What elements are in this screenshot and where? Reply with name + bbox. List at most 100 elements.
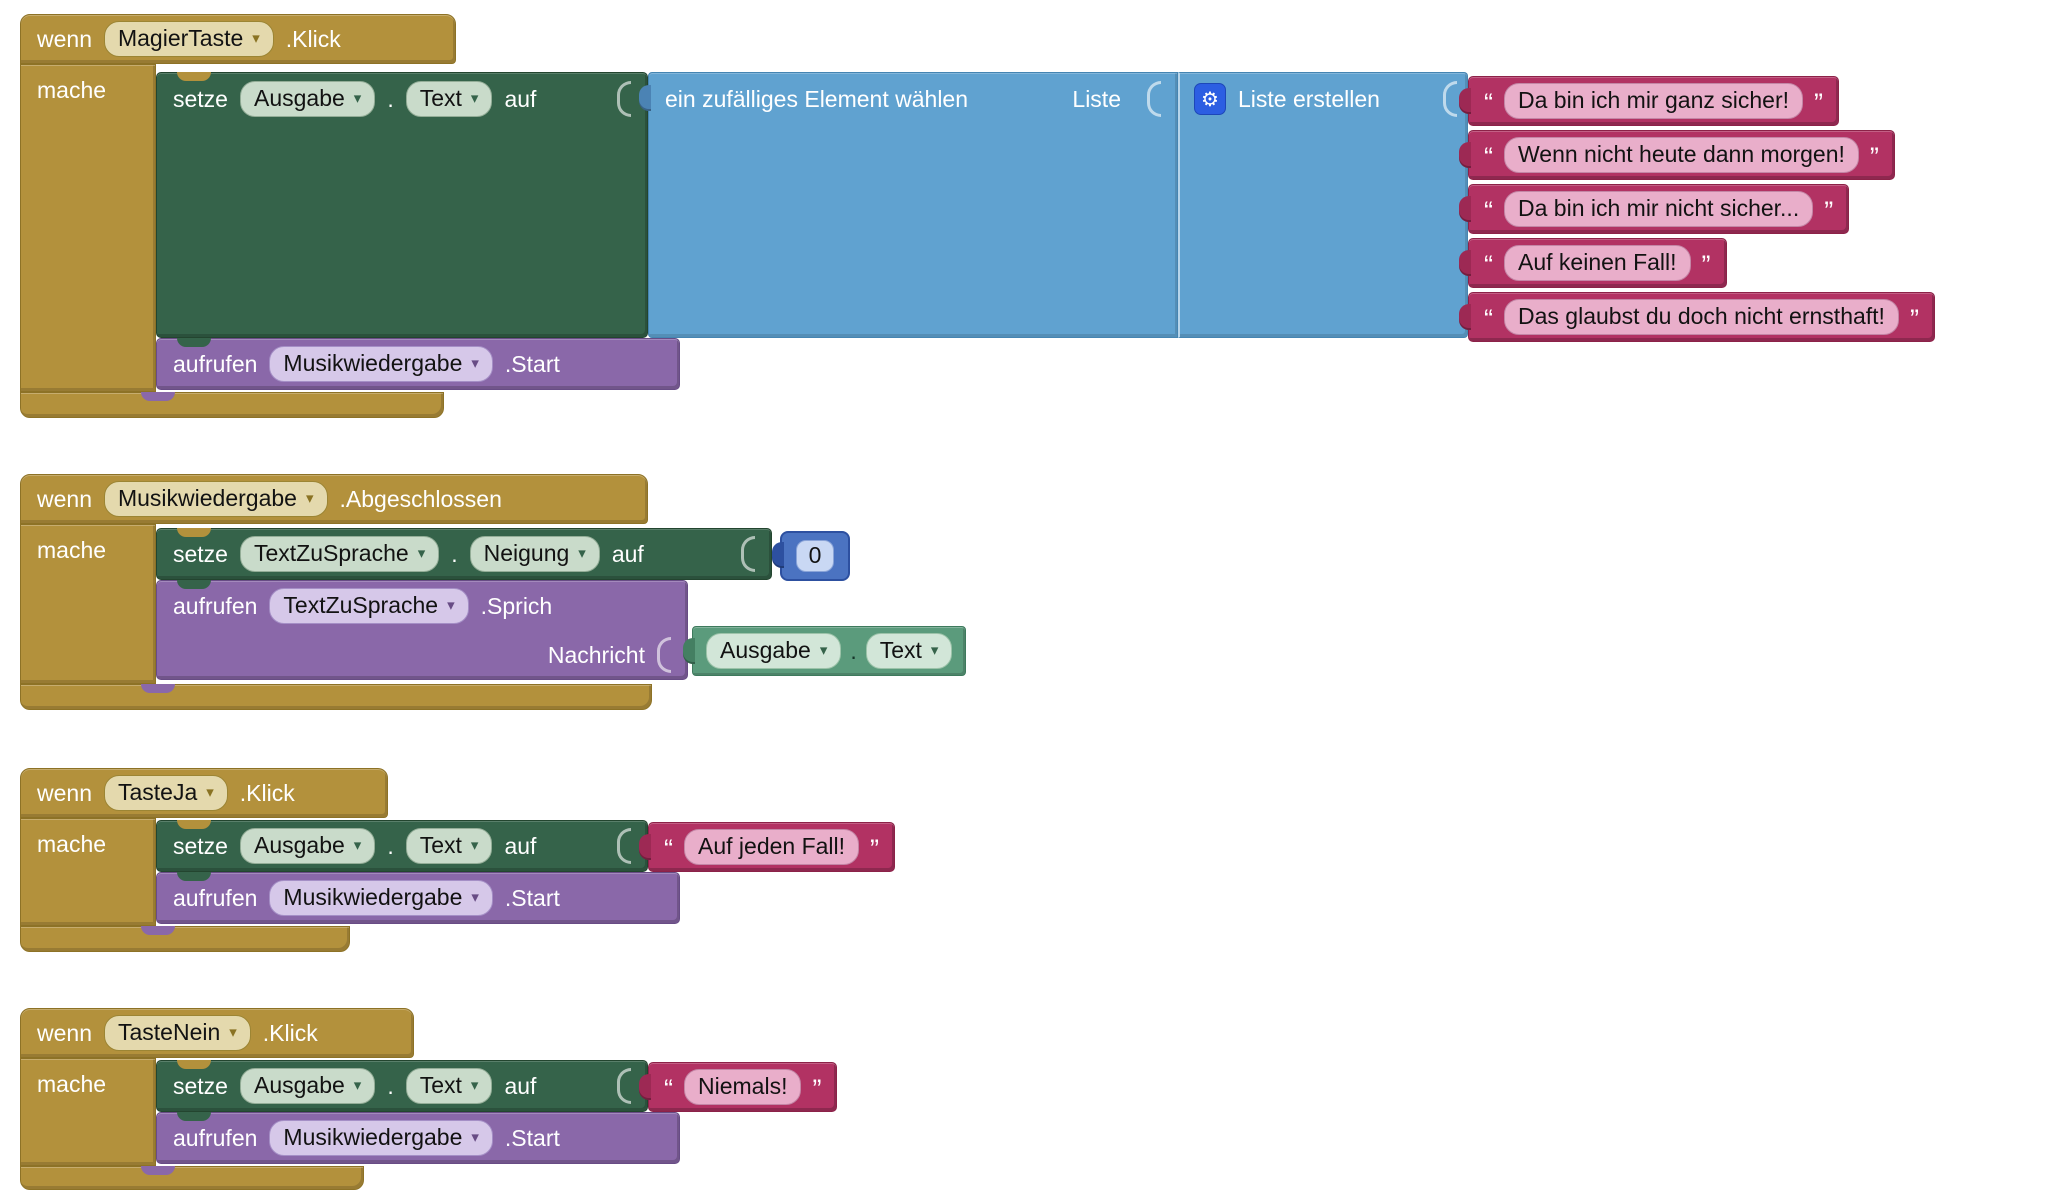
left-plug xyxy=(1459,250,1471,276)
wenn-label: wenn xyxy=(37,25,92,52)
method-label: .Start xyxy=(504,1124,560,1151)
chevron-down-icon: ▾ xyxy=(417,544,426,562)
string-field[interactable]: Wenn nicht heute dann morgen! xyxy=(1504,136,1859,174)
set-textzusprache-neigung-block[interactable]: setze TextZuSprache ▾ . Neigung ▾ auf xyxy=(156,528,772,580)
seam-tab xyxy=(141,926,175,935)
string-field[interactable]: Da bin ich mir ganz sicher! xyxy=(1504,82,1803,120)
component-dropdown[interactable]: Ausgabe ▾ xyxy=(239,827,376,865)
chevron-down-icon: ▾ xyxy=(471,354,479,372)
component-dropdown[interactable]: Ausgabe ▾ xyxy=(239,1067,376,1105)
value-socket xyxy=(617,828,631,864)
string-field[interactable]: Auf keinen Fall! xyxy=(1504,244,1691,282)
event-name-label: .Klick xyxy=(285,25,341,52)
pick-random-item-block[interactable]: ein zufälliges Element wählen Liste xyxy=(639,72,1178,338)
event-header[interactable]: wenn MagierTaste ▾ .Klick xyxy=(20,14,456,64)
make-a-list-block[interactable]: ⚙ Liste erstellen xyxy=(1178,72,1468,338)
string-field[interactable]: Das glaubst du doch nicht ernsthaft! xyxy=(1504,298,1899,336)
setze-label: setze xyxy=(173,832,228,859)
string-field[interactable]: Niemals! xyxy=(684,1068,802,1106)
event-header[interactable]: wenn Musikwiedergabe ▾ .Abgeschlossen xyxy=(20,474,648,524)
quote-open: “ xyxy=(1484,249,1493,280)
component-dropdown[interactable]: Ausgabe ▾ xyxy=(239,80,376,118)
wenn-label: wenn xyxy=(37,779,92,806)
chevron-down-icon: ▾ xyxy=(353,836,362,854)
seam-tab xyxy=(141,392,175,401)
event-header[interactable]: wenn TasteJa ▾ .Klick xyxy=(20,768,388,818)
string-field[interactable]: Auf jeden Fall! xyxy=(684,828,860,866)
value-socket xyxy=(657,637,671,673)
event-foot xyxy=(20,1166,364,1190)
seam-tab xyxy=(141,1166,175,1175)
quote-open: “ xyxy=(1484,87,1493,118)
chevron-down-icon: ▾ xyxy=(470,89,479,107)
property-dropdown[interactable]: Text ▾ xyxy=(405,80,493,118)
auf-label: auf xyxy=(504,85,537,112)
mache-label: mache xyxy=(37,77,107,103)
set-ausgabe-text-block[interactable]: setze Ausgabe ▾ . Text ▾ auf xyxy=(156,72,648,338)
chevron-down-icon: ▾ xyxy=(353,1076,362,1094)
set-ausgabe-text-block[interactable]: setze Ausgabe ▾ . Text ▾ auf xyxy=(156,1060,648,1112)
chevron-down-icon: ▾ xyxy=(305,489,314,507)
property-dropdown[interactable]: Text ▾ xyxy=(865,632,953,670)
quote-open: “ xyxy=(664,1073,673,1104)
method-label: .Start xyxy=(504,350,560,377)
quote-close: ” xyxy=(870,833,880,864)
wenn-label: wenn xyxy=(37,485,92,512)
string-block[interactable]: “ Das glaubst du doch nicht ernsthaft! ” xyxy=(1459,292,1935,342)
quote-close: ” xyxy=(1869,141,1879,172)
value-socket xyxy=(1147,81,1161,117)
component-dropdown[interactable]: Musikwiedergabe ▾ xyxy=(269,879,493,917)
string-block[interactable]: “ Wenn nicht heute dann morgen! ” xyxy=(1459,130,1895,180)
property-dropdown[interactable]: Text ▾ xyxy=(405,827,493,865)
chevron-down-icon: ▾ xyxy=(930,641,939,659)
chevron-down-icon: ▾ xyxy=(470,836,479,854)
number-field[interactable]: 0 xyxy=(795,539,835,573)
event-foot xyxy=(20,392,444,418)
call-musikwiedergabe-start-block[interactable]: aufrufen Musikwiedergabe ▾ .Start xyxy=(156,872,680,924)
property-dropdown[interactable]: Neigung ▾ xyxy=(469,535,600,573)
component-dropdown[interactable]: TasteNein ▾ xyxy=(103,1014,251,1052)
component-dropdown[interactable]: Musikwiedergabe ▾ xyxy=(103,480,328,518)
component-dropdown[interactable]: Musikwiedergabe ▾ xyxy=(269,1119,493,1157)
dot-label: . xyxy=(451,540,458,567)
component-dropdown[interactable]: TextZuSprache ▾ xyxy=(239,535,440,573)
event-header[interactable]: wenn TasteNein ▾ .Klick xyxy=(20,1008,414,1058)
string-block[interactable]: “ Da bin ich mir nicht sicher... ” xyxy=(1459,184,1850,234)
call-textzusprache-sprich-block[interactable]: aufrufen TextZuSprache ▾ .Sprich Nachric… xyxy=(156,580,688,680)
string-field[interactable]: Da bin ich mir nicht sicher... xyxy=(1504,190,1814,228)
getter-ausgabe-text-block[interactable]: Ausgabe ▾ . Text ▾ xyxy=(683,626,967,676)
set-ausgabe-text-block[interactable]: setze Ausgabe ▾ . Text ▾ auf xyxy=(156,820,648,872)
seam-tab xyxy=(177,72,211,81)
call-musikwiedergabe-start-block[interactable]: aufrufen Musikwiedergabe ▾ .Start xyxy=(156,338,680,390)
chevron-down-icon: ▾ xyxy=(229,1023,237,1041)
chevron-down-icon: ▾ xyxy=(447,596,455,614)
chevron-down-icon: ▾ xyxy=(819,641,828,659)
component-dropdown[interactable]: TextZuSprache ▾ xyxy=(269,587,469,625)
auf-label: auf xyxy=(611,540,644,567)
seam-tab xyxy=(141,684,175,693)
component-dropdown[interactable]: MagierTaste ▾ xyxy=(103,20,274,58)
call-musikwiedergabe-start-block[interactable]: aufrufen Musikwiedergabe ▾ .Start xyxy=(156,1112,680,1164)
mache-label: mache xyxy=(37,831,107,857)
event-body-left: mache xyxy=(20,818,156,926)
gear-icon[interactable]: ⚙ xyxy=(1194,83,1226,115)
string-block[interactable]: “ Auf jeden Fall! ” xyxy=(639,822,896,872)
event-name-label: .Klick xyxy=(239,779,295,806)
component-dropdown[interactable]: Musikwiedergabe ▾ xyxy=(269,345,493,383)
event-body-left: mache xyxy=(20,524,156,684)
string-block[interactable]: “ Auf keinen Fall! ” xyxy=(1459,238,1727,288)
component-dropdown[interactable]: TasteJa ▾ xyxy=(103,774,228,812)
string-block[interactable]: “ Da bin ich mir ganz sicher! ” xyxy=(1459,76,1839,126)
dot-label: . xyxy=(387,1072,394,1099)
quote-close: ” xyxy=(1814,87,1823,118)
component-dropdown[interactable]: Ausgabe ▾ xyxy=(706,632,842,670)
number-block[interactable]: 0 xyxy=(772,531,850,581)
string-block[interactable]: “ Niemals! ” xyxy=(639,1062,838,1112)
value-socket xyxy=(617,1068,631,1104)
property-dropdown[interactable]: Text ▾ xyxy=(405,1067,493,1105)
chevron-down-icon: ▾ xyxy=(252,29,260,47)
seam-tab xyxy=(177,820,211,829)
value-socket xyxy=(1443,81,1457,117)
quote-close: ” xyxy=(1824,195,1834,226)
